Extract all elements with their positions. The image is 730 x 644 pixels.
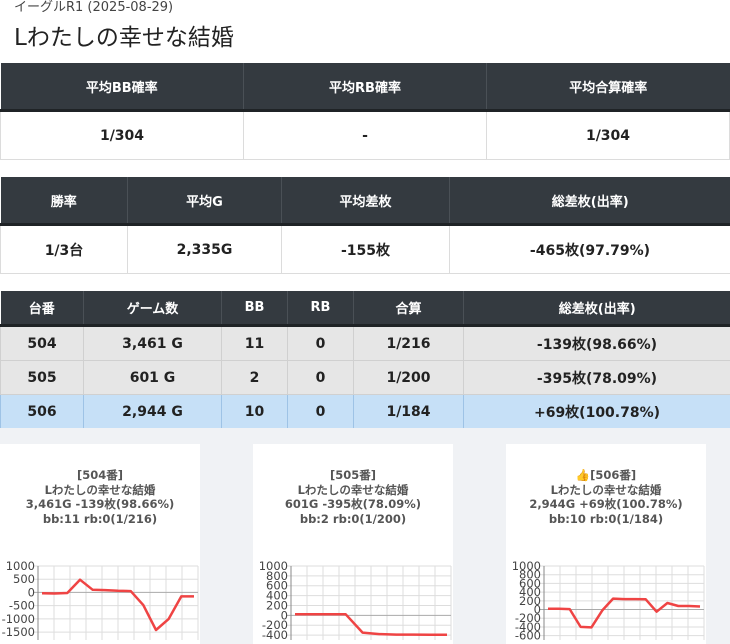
- chart-card-caption: 👍[506番] Lわたしの幸せな結婚 2,944G +69枚(100.78%) …: [506, 468, 706, 526]
- rb-count: 0: [287, 360, 354, 395]
- card-model-name: Lわたしの幸せな結婚: [297, 482, 409, 497]
- machine-no: 505: [0, 360, 84, 395]
- summary-table: 平均BB確率 平均RB確率 平均合算確率 1/304 - 1/304: [0, 63, 730, 160]
- y-tick-label: 600: [519, 576, 541, 590]
- header-avg-games[interactable]: 平均G: [127, 177, 282, 226]
- y-tick-label: -500: [9, 599, 35, 613]
- bb-count: 10: [221, 394, 288, 429]
- chart-card-caption: [505番] Lわたしの幸せな結婚 601G -395枚(78.09%) bb:…: [253, 468, 453, 526]
- y-tick-label: 800: [266, 569, 288, 583]
- chart-card-505[interactable]: [505番] Lわたしの幸せな結婚 601G -395枚(78.09%) bb:…: [253, 444, 453, 644]
- card-bonus-counts: bb:2 rb:0(1/200): [299, 511, 407, 526]
- value-total-diff: -465枚(97.79%): [449, 224, 730, 274]
- y-tick-label: -200: [262, 618, 288, 632]
- game-count: 601 G: [83, 360, 222, 395]
- card-machine-no: 👍[506番]: [575, 468, 637, 482]
- stats-table: 勝率 平均G 平均差枚 総差枚(出率) 1/3台 2,335G -155枚 -4…: [0, 177, 730, 274]
- y-tick-label: -1000: [2, 612, 35, 626]
- y-tick-label: 400: [266, 589, 288, 603]
- y-tick-label: 0: [534, 603, 541, 617]
- y-tick-label: 500: [13, 572, 35, 586]
- table-row-highlighted[interactable]: 506 2,944 G 10 0 1/184 +69枚(100.78%): [0, 394, 730, 429]
- page-title: Lわたしの幸せな結婚: [14, 25, 234, 51]
- value-avg-diff: -155枚: [281, 224, 450, 274]
- machine-no: 506: [0, 394, 84, 429]
- total-diff: -139枚(98.66%): [463, 325, 730, 361]
- y-tick-label: 800: [519, 568, 541, 582]
- chart-card-504[interactable]: [504番] Lわたしの幸せな結婚 3,461G -139枚(98.66%) b…: [0, 444, 200, 644]
- value-avg-games: 2,335G: [127, 224, 282, 274]
- series-line: [41, 578, 194, 632]
- header-avg-bb[interactable]: 平均BB確率: [0, 63, 244, 112]
- card-games-diff: 3,461G -139枚(98.66%): [25, 497, 175, 511]
- bb-count: 2: [221, 360, 288, 395]
- y-tick-label: 0: [281, 608, 288, 622]
- y-tick-label: -600: [515, 629, 541, 643]
- header-game-count[interactable]: ゲーム数: [83, 291, 222, 327]
- y-tick-label: 200: [266, 598, 288, 612]
- total-diff: -395枚(78.09%): [463, 360, 730, 395]
- header-avg-rb[interactable]: 平均RB確率: [243, 63, 487, 112]
- y-tick-label: -200: [515, 611, 541, 625]
- card-bonus-counts: bb:10 rb:0(1/184): [548, 511, 664, 526]
- card-machine-no: [505番]: [329, 468, 377, 482]
- machine-table: 台番 ゲーム数 BB RB 合算 総差枚(出率) 504 3,461 G 11 …: [0, 291, 730, 429]
- y-tick-label: -1500: [2, 625, 35, 639]
- header-combined[interactable]: 合算: [353, 291, 464, 327]
- y-tick-label: 1000: [6, 559, 35, 573]
- y-tick-label: 400: [519, 585, 541, 599]
- combined-rate: 1/184: [353, 394, 464, 429]
- y-tick-label: 600: [266, 579, 288, 593]
- value-avg-total: 1/304: [486, 110, 730, 160]
- y-tick-label: 1000: [512, 559, 541, 573]
- y-tick-label: -400: [262, 628, 288, 642]
- series-line: [295, 613, 447, 637]
- rb-count: 0: [287, 394, 354, 429]
- bb-count: 11: [221, 325, 288, 361]
- combined-rate: 1/200: [353, 360, 464, 395]
- table-row[interactable]: 504 3,461 G 11 0 1/216 -139枚(98.66%): [0, 325, 730, 361]
- header-total-diff[interactable]: 総差枚(出率): [449, 177, 730, 226]
- header-rb[interactable]: RB: [287, 291, 354, 327]
- card-model-name: Lわたしの幸せな結婚: [44, 482, 156, 497]
- header-bb[interactable]: BB: [221, 291, 288, 327]
- chart-card-506[interactable]: 👍[506番] Lわたしの幸せな結婚 2,944G +69枚(100.78%) …: [506, 444, 706, 644]
- header-total-diff[interactable]: 総差枚(出率): [463, 291, 730, 327]
- total-diff: +69枚(100.78%): [463, 394, 730, 429]
- combined-rate: 1/216: [353, 325, 464, 361]
- card-model-name: Lわたしの幸せな結婚: [550, 482, 662, 497]
- value-win-rate: 1/3台: [0, 224, 128, 274]
- card-machine-no: [504番]: [76, 468, 124, 482]
- header-machine-no[interactable]: 台番: [0, 291, 84, 327]
- game-count: 2,944 G: [83, 394, 222, 429]
- card-games-diff: 601G -395枚(78.09%): [284, 497, 422, 511]
- machine-no: 504: [0, 325, 84, 361]
- chart-card-caption: [504番] Lわたしの幸せな結婚 3,461G -139枚(98.66%) b…: [0, 468, 200, 526]
- chart-panels: [504番] Lわたしの幸せな結婚 3,461G -139枚(98.66%) b…: [0, 428, 730, 644]
- y-tick-label: 1000: [259, 559, 288, 573]
- value-avg-bb: 1/304: [0, 110, 244, 160]
- value-avg-rb: -: [243, 110, 487, 160]
- game-count: 3,461 G: [83, 325, 222, 361]
- header-avg-diff[interactable]: 平均差枚: [281, 177, 450, 226]
- header-avg-total[interactable]: 平均合算確率: [486, 63, 730, 112]
- y-tick-label: 0: [28, 585, 35, 599]
- model-date-label: イーグルR1 (2025-08-29): [14, 0, 174, 15]
- series-line: [548, 597, 701, 629]
- y-tick-label: 200: [519, 594, 541, 608]
- header-win-rate[interactable]: 勝率: [0, 177, 128, 226]
- rb-count: 0: [287, 325, 354, 361]
- card-bonus-counts: bb:11 rb:0(1/216): [42, 511, 158, 526]
- y-tick-label: -400: [515, 620, 541, 634]
- table-row[interactable]: 505 601 G 2 0 1/200 -395枚(78.09%): [0, 360, 730, 395]
- card-games-diff: 2,944G +69枚(100.78%): [529, 497, 683, 511]
